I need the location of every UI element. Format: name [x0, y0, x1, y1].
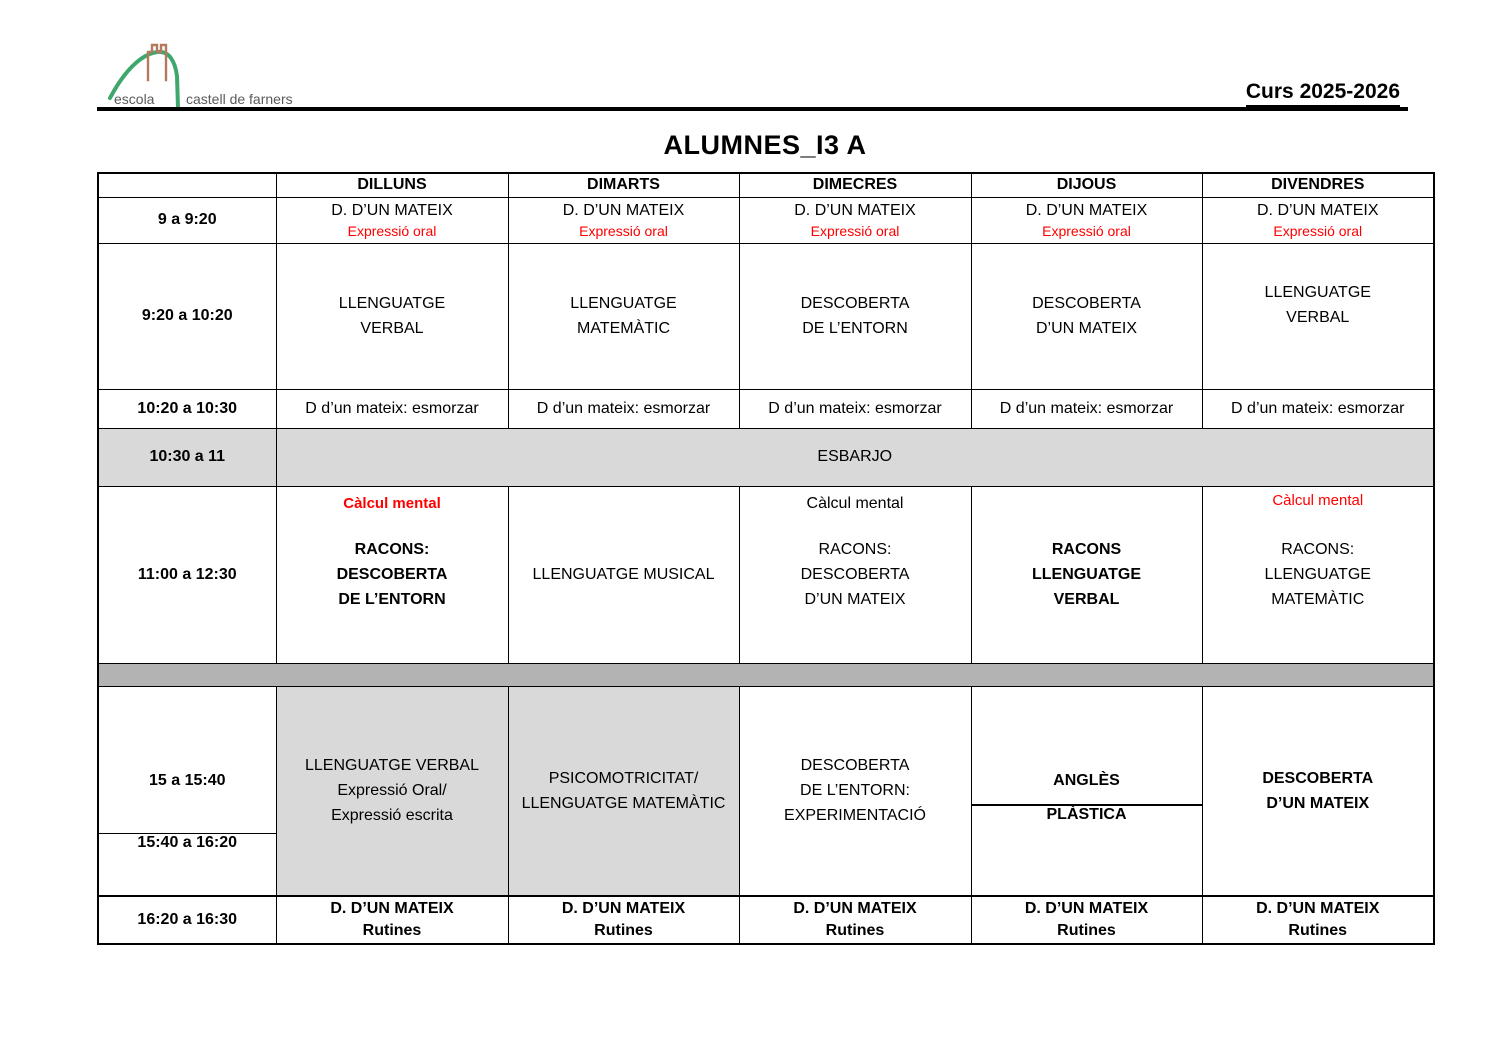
- logo-text-escola: escola: [114, 91, 155, 107]
- cell-afternoon-dijous-plastica: PLÀSTICA: [1046, 806, 1127, 824]
- cell-snack-dimecres: D d’un mateix: esmorzar: [738, 388, 972, 429]
- time-cell: 9:20 a 10:20: [97, 242, 277, 390]
- row-afternoon: 15 a 15:40 15:40 a 16:20 LLENGUATGE VERB…: [97, 685, 1435, 897]
- course-label: Curs 2025-2026: [1100, 80, 1400, 108]
- row-morning2: 9:20 a 10:20 LLENGUATGE VERBAL LLENGUATG…: [97, 242, 1435, 390]
- day-header-row: DILLUNS DIMARTS DIMECRES DIJOUS DIVENDRE…: [97, 172, 1435, 198]
- logo-castle-icon: [146, 43, 168, 82]
- corner-cell: [97, 172, 277, 198]
- time-cell: 11:00 a 12:30: [97, 485, 277, 664]
- cell-morning2-dimecres: DESCOBERTA DE L’ENTORN: [738, 242, 972, 390]
- cell-afternoon-dilluns: LLENGUATGE VERBAL Expressió Oral/ Expres…: [275, 685, 509, 897]
- cell-closing-dilluns: D. D’UN MATEIX Rutines: [275, 895, 509, 945]
- row-snack: 10:20 a 10:30 D d’un mateix: esmorzar D …: [97, 388, 1435, 429]
- cell-latemorning-dimecres: Càlcul mental RACONS: DESCOBERTA D’UN MA…: [738, 485, 972, 664]
- cell-morning2-dijous: DESCOBERTA D’UN MATEIX: [970, 242, 1203, 390]
- cell-latemorning-dijous: RACONS LLENGUATGE VERBAL: [970, 485, 1203, 664]
- cell-closing-dijous: D. D’UN MATEIX Rutines: [970, 895, 1203, 945]
- cell-closing-dimarts: D. D’UN MATEIX Rutines: [507, 895, 740, 945]
- time-cell: 9 a 9:20: [97, 196, 277, 244]
- cell-recess-merged: ESBARJO: [275, 427, 1435, 487]
- school-logo-drawing: escola castell de farners: [108, 43, 293, 110]
- cell-afternoon-dijous-angles: ANGLÈS: [972, 757, 1201, 807]
- cell-snack-dijous: D d’un mateix: esmorzar: [970, 388, 1203, 429]
- cell-afternoon-dijous: ANGLÈS PLÀSTICA: [970, 685, 1203, 897]
- cell-morning1-dijous: D. D’UN MATEIX Expressió oral: [970, 196, 1203, 244]
- cell-afternoon-dimecres: DESCOBERTA DE L’ENTORN: EXPERIMENTACIÓ: [738, 685, 972, 897]
- cell-closing-divendres: D. D’UN MATEIX Rutines: [1201, 895, 1435, 945]
- time-cell: 16:20 a 16:30: [97, 895, 277, 945]
- time-cell-1540: 15:40 a 16:20: [137, 833, 238, 851]
- cell-latemorning-dimarts: LLENGUATGE MUSICAL: [507, 485, 740, 664]
- timetable: DILLUNS DIMARTS DIMECRES DIJOUS DIVENDRE…: [97, 172, 1435, 945]
- time-cell: 10:30 a 11: [97, 427, 277, 487]
- row-closing: 16:20 a 16:30 D. D’UN MATEIX Rutines D. …: [97, 895, 1435, 945]
- cell-morning2-divendres: LLENGUATGE VERBAL: [1201, 242, 1435, 390]
- cell-morning2-dilluns: LLENGUATGE VERBAL: [275, 242, 509, 390]
- time-cell-15: 15 a 15:40: [99, 730, 275, 834]
- course-label-text: Curs 2025-2026: [1245, 80, 1400, 108]
- page-title: ALUMNES_I3 A: [663, 130, 867, 160]
- school-logo: escola castell de farners: [104, 34, 294, 110]
- cell-morning1-dimarts: D. D’UN MATEIX Expressió oral: [507, 196, 740, 244]
- header-rule: [97, 107, 1408, 111]
- cell-snack-dimarts: D d’un mateix: esmorzar: [507, 388, 740, 429]
- row-morning1: 9 a 9:20 D. D’UN MATEIX Expressió oral D…: [97, 196, 1435, 244]
- cell-latemorning-dilluns: Càlcul mental RACONS: DESCOBERTA DE L’EN…: [275, 485, 509, 664]
- row-late-morning: 11:00 a 12:30 Càlcul mental RACONS: DESC…: [97, 485, 1435, 664]
- cell-closing-dimecres: D. D’UN MATEIX Rutines: [738, 895, 972, 945]
- day-header-dimarts: DIMARTS: [507, 172, 740, 198]
- cell-afternoon-dimarts: PSICOMOTRICITAT/ LLENGUATGE MATEMÀTIC: [507, 685, 740, 897]
- day-header-dilluns: DILLUNS: [275, 172, 509, 198]
- day-header-dimecres: DIMECRES: [738, 172, 972, 198]
- time-cell: 10:20 a 10:30: [97, 388, 277, 429]
- midday-separator-band: [98, 662, 1434, 687]
- cell-afternoon-divendres: DESCOBERTA D’UN MATEIX: [1201, 685, 1435, 897]
- logo-text-school-name: castell de farners: [186, 91, 293, 107]
- cell-morning1-dilluns: D. D’UN MATEIX Expressió oral: [275, 196, 509, 244]
- cell-morning2-dimarts: LLENGUATGE MATEMÀTIC: [507, 242, 740, 390]
- time-cell-split: 15 a 15:40 15:40 a 16:20: [97, 685, 277, 897]
- day-header-dijous: DIJOUS: [970, 172, 1203, 198]
- cell-snack-divendres: D d’un mateix: esmorzar: [1201, 388, 1435, 429]
- cell-morning1-dimecres: D. D’UN MATEIX Expressió oral: [738, 196, 972, 244]
- day-header-divendres: DIVENDRES: [1201, 172, 1435, 198]
- separator-cell: [98, 662, 1434, 687]
- cell-morning1-divendres: D. D’UN MATEIX Expressió oral: [1201, 196, 1435, 244]
- cell-snack-dilluns: D d’un mateix: esmorzar: [275, 388, 509, 429]
- cell-latemorning-divendres: Càlcul mental RACONS: LLENGUATGE MATEMÀT…: [1201, 485, 1435, 664]
- row-recess: 10:30 a 11 ESBARJO: [97, 427, 1435, 487]
